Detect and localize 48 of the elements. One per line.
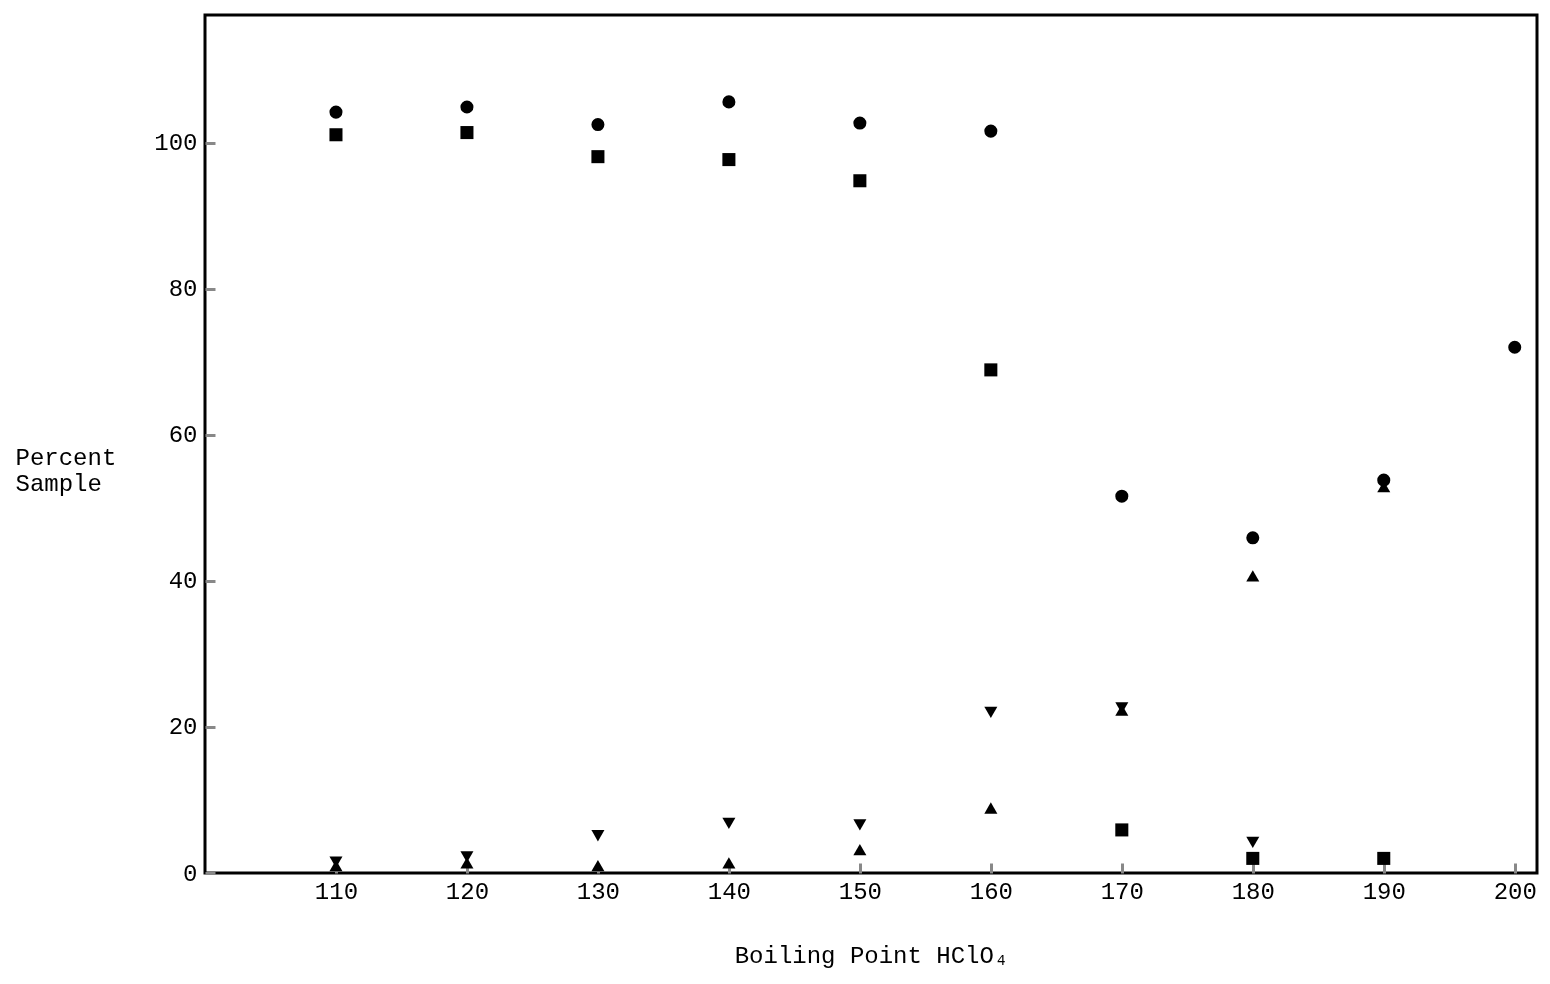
point (853, 819, 867, 831)
y-tick-label: 20 (168, 714, 198, 742)
point (1246, 836, 1260, 848)
x-tick-label: 200 (1493, 878, 1537, 906)
point (329, 105, 343, 119)
y-tick-label: 40 (168, 568, 198, 596)
point (722, 153, 736, 167)
y-tick-label: 60 (168, 422, 198, 450)
point (722, 817, 736, 829)
x-tick-label: 190 (1362, 878, 1406, 906)
point (853, 116, 867, 130)
x-tick-label: 150 (838, 878, 882, 906)
x-tick-label: 180 (1231, 878, 1275, 906)
point (329, 128, 343, 142)
x-tick-label: 130 (576, 878, 621, 906)
y-axis-title: Percent Sample (15, 444, 117, 498)
point (984, 706, 998, 718)
point (591, 150, 605, 164)
point (984, 802, 998, 814)
point (591, 830, 605, 842)
point (460, 100, 474, 114)
point (1508, 340, 1522, 354)
point (460, 857, 474, 869)
point (1377, 851, 1391, 865)
point (1115, 823, 1129, 837)
point (853, 843, 867, 856)
point (1246, 531, 1260, 545)
point (591, 118, 605, 132)
point (1115, 489, 1129, 503)
point (460, 126, 474, 140)
x-tick-label: 170 (1100, 878, 1144, 906)
point (722, 857, 736, 869)
point (984, 363, 998, 377)
y-tick-label: 80 (168, 276, 198, 304)
y-tick-label: 0 (183, 860, 198, 888)
x-axis-title: Boiling Point HClO₄ (734, 942, 1009, 970)
point (722, 95, 736, 109)
x-tick-label: 110 (314, 878, 359, 906)
y-tick-label: 100 (154, 130, 198, 158)
point (853, 174, 867, 188)
point (460, 851, 474, 863)
x-tick-label: 160 (969, 878, 1013, 906)
point (1246, 851, 1260, 865)
point (1246, 570, 1260, 582)
x-tick-label: 140 (707, 878, 751, 906)
point (591, 860, 605, 872)
x-tick-label: 120 (445, 878, 490, 906)
point (984, 124, 998, 138)
